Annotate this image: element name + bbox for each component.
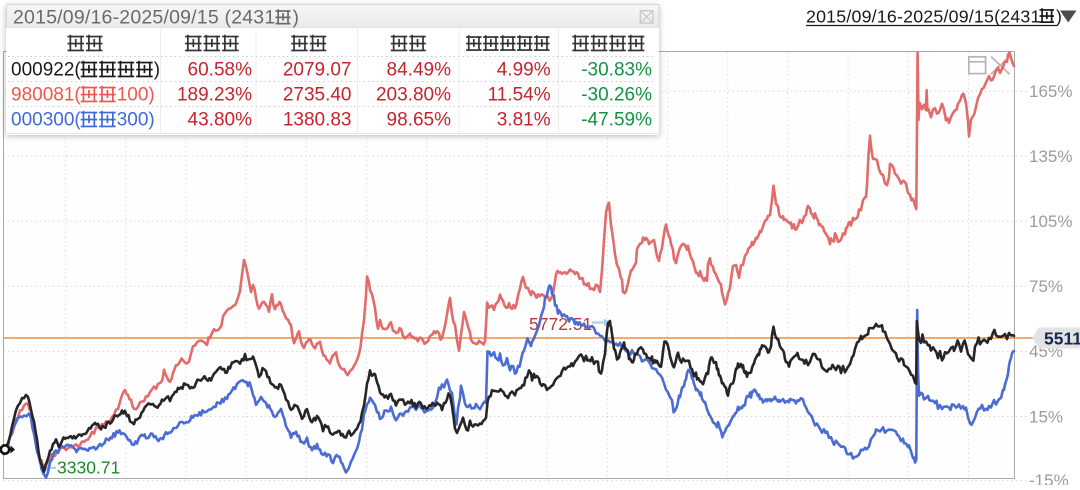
svg-text:15%: 15% bbox=[1029, 407, 1063, 426]
svg-text:000300(: 000300( bbox=[11, 110, 81, 131]
svg-text:-30.26%: -30.26% bbox=[581, 85, 652, 106]
svg-text:-30.83%: -30.83% bbox=[581, 60, 652, 81]
svg-text:165%: 165% bbox=[1029, 82, 1072, 101]
svg-text:): ) bbox=[1056, 7, 1062, 27]
svg-text:60.58%: 60.58% bbox=[188, 60, 253, 81]
svg-text:135%: 135% bbox=[1029, 147, 1072, 166]
svg-text:-15%: -15% bbox=[1029, 471, 1069, 485]
svg-text:000922(: 000922( bbox=[11, 60, 81, 81]
svg-text:75%: 75% bbox=[1029, 277, 1063, 296]
svg-text:4.99%: 4.99% bbox=[497, 60, 551, 81]
svg-text:11.54%: 11.54% bbox=[488, 85, 551, 106]
svg-text:100): 100) bbox=[117, 85, 155, 106]
svg-text:2015/09/16-2025/09/15(2431: 2015/09/16-2025/09/15(2431 bbox=[806, 7, 1041, 27]
svg-text:5511.15: 5511.15 bbox=[1044, 329, 1080, 349]
svg-text:203.80%: 203.80% bbox=[376, 85, 451, 106]
svg-text:189.23%: 189.23% bbox=[177, 85, 252, 106]
svg-text:98.65%: 98.65% bbox=[387, 110, 452, 131]
svg-text:300): 300) bbox=[117, 110, 155, 131]
svg-text:84.49%: 84.49% bbox=[387, 60, 452, 81]
svg-text:-47.59%: -47.59% bbox=[581, 110, 652, 131]
svg-text:5772.51: 5772.51 bbox=[529, 314, 592, 334]
svg-text:2015/09/16-2025/09/15 (2431: 2015/09/16-2025/09/15 (2431 bbox=[13, 7, 275, 29]
svg-text:43.80%: 43.80% bbox=[188, 110, 253, 131]
svg-text:): ) bbox=[154, 60, 160, 81]
svg-text:2735.40: 2735.40 bbox=[283, 85, 352, 106]
svg-text:1380.83: 1380.83 bbox=[283, 110, 352, 131]
svg-text:3.81%: 3.81% bbox=[497, 110, 551, 131]
svg-text:): ) bbox=[293, 7, 300, 29]
svg-text:2079.07: 2079.07 bbox=[283, 60, 352, 81]
svg-text:980081(: 980081( bbox=[11, 85, 81, 106]
svg-text:3330.71: 3330.71 bbox=[57, 458, 120, 478]
svg-text:105%: 105% bbox=[1029, 212, 1072, 231]
